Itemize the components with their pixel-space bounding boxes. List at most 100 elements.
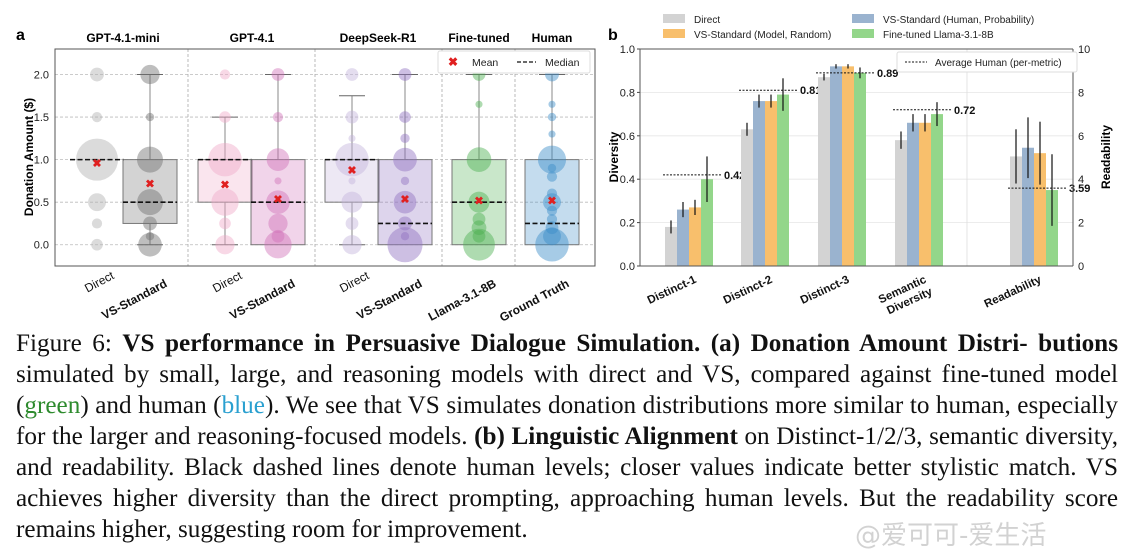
data-point bbox=[266, 148, 290, 171]
box-vs-standard: ✖ bbox=[377, 68, 433, 263]
data-point bbox=[271, 229, 285, 243]
data-point bbox=[138, 232, 162, 257]
data-point bbox=[91, 238, 103, 251]
mean-marker: ✖ bbox=[400, 194, 409, 206]
iqr-box bbox=[122, 159, 178, 224]
mean-marker: ✖ bbox=[92, 158, 101, 170]
data-point bbox=[268, 213, 288, 234]
panel-a-y-axis-label: Donation Amount ($) bbox=[22, 98, 36, 216]
legend-swatch bbox=[852, 29, 874, 38]
mean-marker-icon: ✖ bbox=[448, 55, 458, 69]
panel-b-bars: 0.42 0.81 0.89 0.72 3.59 bbox=[663, 64, 1090, 267]
human-value-label: 0.81 bbox=[800, 85, 821, 97]
panel-a-frame bbox=[54, 48, 596, 267]
bar bbox=[689, 207, 701, 266]
data-point bbox=[543, 227, 561, 246]
box-llama-3-1-8b: ✖ bbox=[451, 68, 507, 261]
group-title: GPT-4.1 bbox=[230, 31, 275, 45]
caption-b-body: on Distinct-1/2/3, semantic diversity, a… bbox=[16, 423, 1118, 543]
left-y-tick-label: 0.0 bbox=[620, 261, 635, 273]
panel-b-reference-legend: Average Human (per-metric) bbox=[896, 51, 1078, 73]
data-point bbox=[472, 229, 486, 243]
x-tick-label: Ground Truth bbox=[497, 276, 571, 324]
bar bbox=[907, 122, 919, 266]
right-y-tick-label: 0 bbox=[1078, 261, 1084, 273]
data-point bbox=[342, 235, 362, 255]
x-tick-label: Direct bbox=[82, 268, 117, 295]
bar bbox=[753, 101, 765, 266]
bar bbox=[830, 66, 842, 266]
bar bbox=[677, 209, 689, 266]
panel-a-group-titles: GPT-4.1-mini GPT-4.1 DeepSeek-R1 Fine-tuned… bbox=[86, 31, 572, 45]
bar-group-distinct-2: 0.81 bbox=[739, 78, 821, 266]
legend-label: Fine-tuned Llama-3.1-8B bbox=[883, 30, 994, 41]
bar-group-distinct-3: 0.89 bbox=[816, 64, 898, 267]
bar bbox=[765, 101, 777, 266]
iqr-box bbox=[377, 159, 433, 246]
data-point bbox=[274, 177, 282, 185]
y-tick-label: 1.0 bbox=[34, 155, 49, 167]
data-point bbox=[546, 214, 558, 225]
x-tick-label: Distinct-3 bbox=[799, 274, 852, 307]
figure-canvas: a GPT-4.1-mini GPT-4.1 DeepSeek-R1 Fine-tun… bbox=[16, 14, 1113, 325]
data-point bbox=[345, 217, 359, 230]
bar bbox=[931, 114, 943, 266]
caption-green-word: green bbox=[24, 392, 81, 419]
data-point bbox=[387, 227, 423, 263]
x-tick-label: Direct bbox=[210, 268, 245, 295]
data-point bbox=[90, 67, 104, 82]
data-point bbox=[264, 231, 292, 259]
data-point bbox=[543, 193, 561, 212]
mean-marker: ✖ bbox=[547, 195, 556, 207]
data-point bbox=[219, 217, 231, 230]
data-point bbox=[546, 205, 558, 216]
left-y-tick-label: 1.0 bbox=[620, 44, 635, 56]
bar bbox=[919, 122, 931, 266]
data-point bbox=[546, 188, 558, 199]
bar-group-distinct-1: 0.42 bbox=[663, 156, 745, 266]
data-point bbox=[400, 176, 410, 186]
data-point bbox=[348, 134, 356, 142]
data-point bbox=[215, 235, 235, 255]
x-tick-label: Distinct-2 bbox=[722, 274, 775, 307]
left-y-tick-label: 0.6 bbox=[620, 131, 635, 143]
panel-a-legend: ✖ Mean Median bbox=[437, 50, 591, 74]
reference-legend-label: Average Human (per-metric) bbox=[935, 58, 1062, 69]
caption-b-heading: (b) Linguistic Alignment bbox=[474, 423, 738, 450]
data-point bbox=[145, 232, 155, 241]
mean-marker: ✖ bbox=[347, 165, 356, 177]
legend-mean-label: Mean bbox=[472, 57, 498, 69]
x-tick-label: Llama-3.1-8B bbox=[426, 276, 499, 324]
left-y-tick-label: 0.2 bbox=[620, 218, 635, 230]
caption-title: VS performance in Persuasive Dialogue Si… bbox=[122, 330, 701, 357]
legend-median-label: Median bbox=[545, 57, 580, 69]
legend-label: Direct bbox=[694, 15, 720, 26]
data-point bbox=[466, 147, 492, 172]
right-y-tick-label: 4 bbox=[1078, 174, 1084, 186]
group-title: DeepSeek-R1 bbox=[340, 31, 417, 45]
panel-a-grid bbox=[55, 49, 595, 266]
panel-b-label: b bbox=[608, 27, 618, 44]
y-tick-label: 0.0 bbox=[34, 240, 49, 252]
box-direct: ✖ bbox=[70, 67, 124, 251]
caption-a-body: simulated by small, large, and reasoning… bbox=[16, 361, 1118, 419]
legend-swatch bbox=[852, 14, 874, 23]
data-point bbox=[400, 232, 410, 241]
right-y-tick-label: 2 bbox=[1078, 218, 1084, 230]
group-title: Fine-tuned bbox=[448, 31, 509, 45]
data-point bbox=[348, 177, 356, 185]
bar bbox=[741, 129, 753, 266]
data-point bbox=[91, 111, 103, 123]
data-point bbox=[475, 100, 483, 108]
right-y-tick-label: 8 bbox=[1078, 87, 1084, 99]
panel-a-boxes: ✖ ✖ ✖ ✖ ✖ ✖ ✖ ✖ bbox=[70, 64, 580, 263]
bar bbox=[842, 66, 854, 266]
bar bbox=[1022, 147, 1034, 266]
data-point bbox=[535, 227, 569, 262]
data-point bbox=[400, 133, 410, 144]
panel-b-legend: Direct VS-Standard (Model, Random) VS-Stan… bbox=[663, 14, 1034, 41]
bar bbox=[777, 94, 789, 266]
bar bbox=[818, 77, 830, 267]
caption-blue-word: blue bbox=[221, 392, 265, 419]
caption-a-body-3: ). We see that VS simulates donation dis… bbox=[16, 392, 1118, 450]
